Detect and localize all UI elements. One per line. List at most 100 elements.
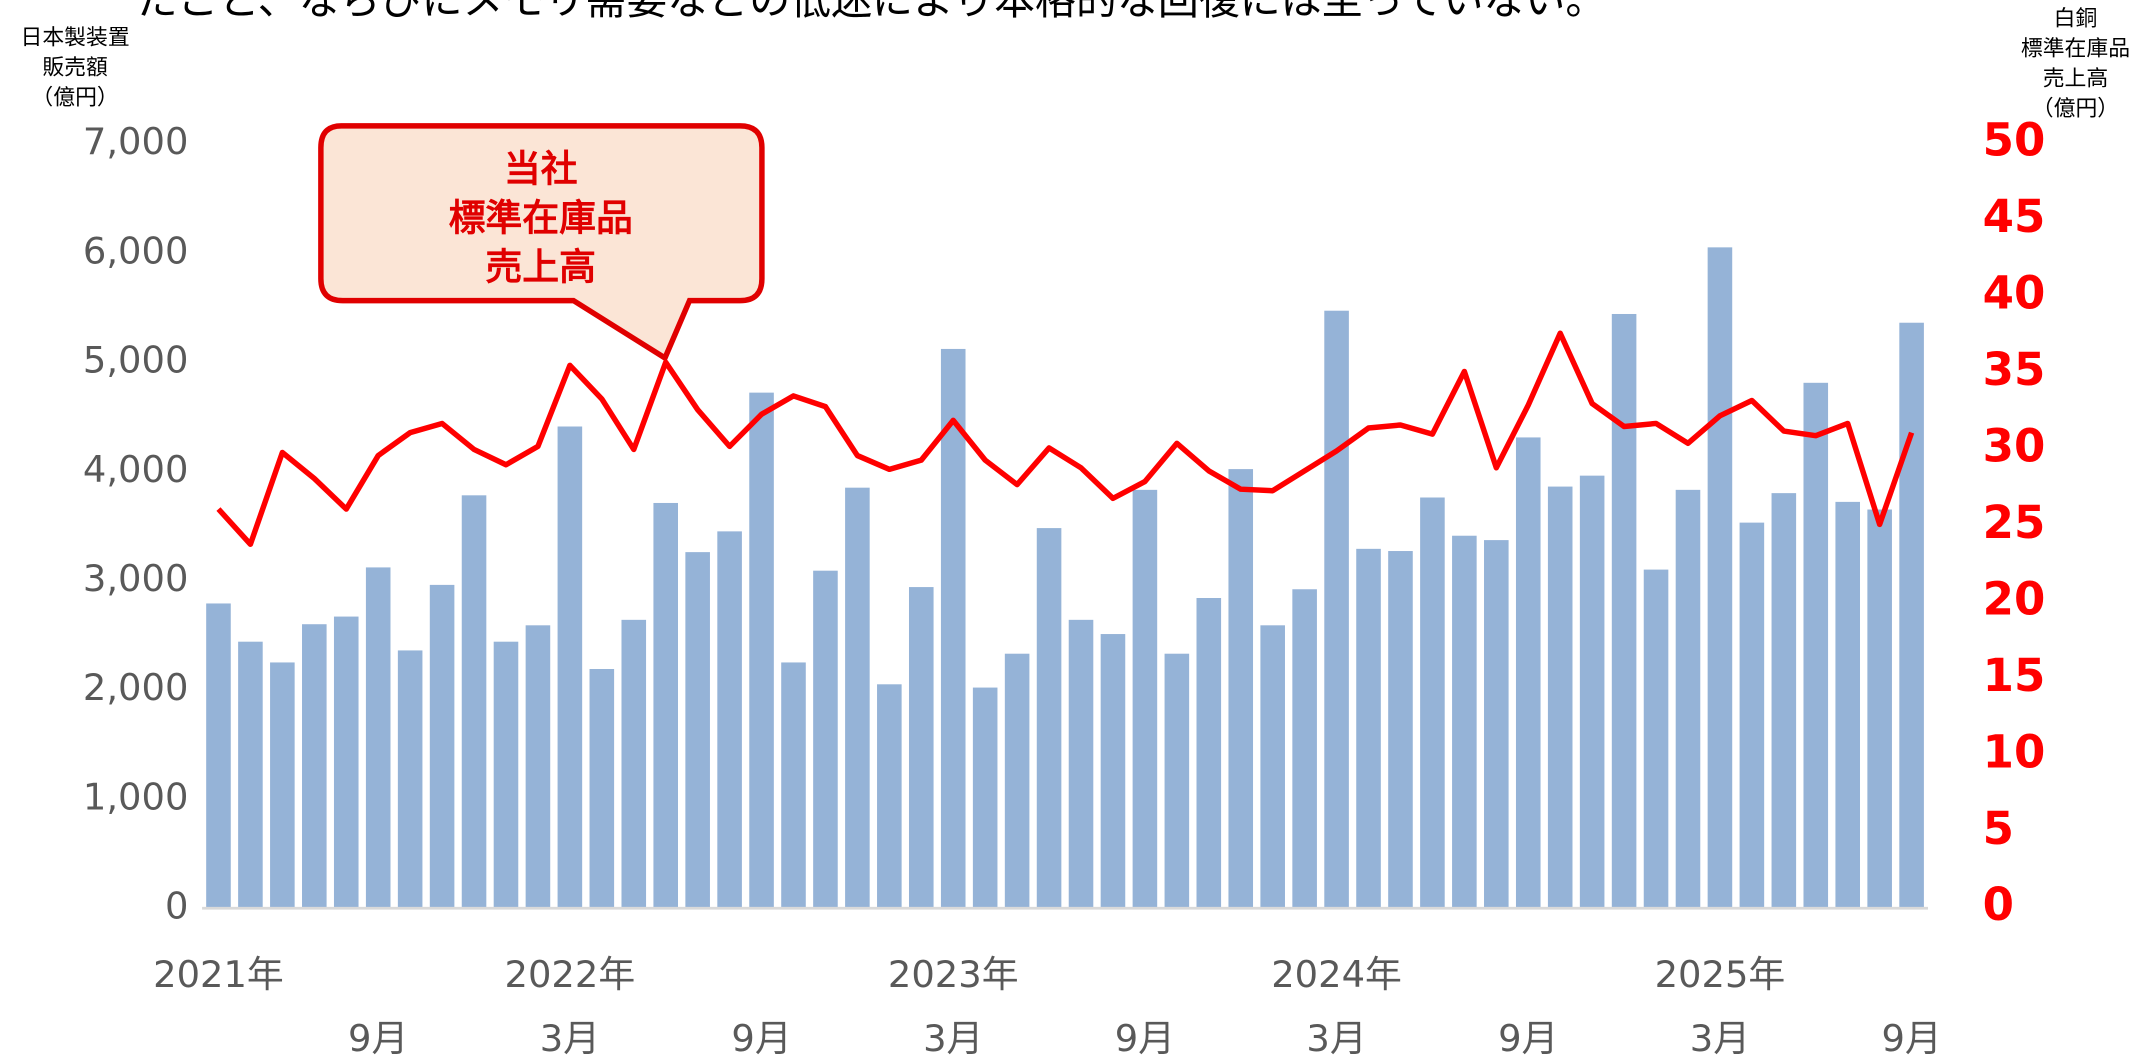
- y-tick-label: 5,000: [83, 339, 189, 382]
- bar: [813, 570, 838, 909]
- y-tick-label: 0: [165, 885, 188, 928]
- y2-tick-label: 15: [1983, 649, 2046, 702]
- y2-tick-label: 40: [1983, 267, 2046, 320]
- y-tick-label: 2,000: [83, 666, 189, 709]
- bar: [365, 567, 391, 909]
- subtitle: たこと、ならびにメモリ需要などの低迷により本格的な回復には至っていない。: [137, 0, 1607, 24]
- bar: [589, 669, 615, 909]
- x-year-label: 2023年: [888, 953, 1019, 996]
- y2-tick-label: 20: [1983, 572, 2046, 625]
- y-axis-label: 日本製装置: [21, 25, 130, 50]
- y-tick-label: 4,000: [83, 448, 189, 491]
- bar: [397, 650, 423, 909]
- bar: [1292, 589, 1317, 909]
- x-year-label: 2024年: [1271, 953, 1402, 996]
- bar: [781, 662, 806, 909]
- bar: [1132, 489, 1158, 909]
- bar: [1260, 625, 1285, 909]
- y2-axis-label: 白銅: [2054, 6, 2098, 31]
- y-tick-label: 3,000: [83, 557, 189, 600]
- bar: [302, 624, 327, 909]
- x-tick-label: 9月: [1498, 1017, 1558, 1060]
- bar: [940, 348, 966, 909]
- bar: [461, 495, 487, 909]
- y2-axis-label: 標準在庫品: [2021, 36, 2130, 61]
- bar: [238, 641, 263, 909]
- x-tick-label: 3月: [540, 1017, 600, 1060]
- bar: [749, 392, 774, 909]
- bar: [1196, 597, 1222, 909]
- annotation: 標準在庫品: [449, 197, 633, 240]
- bar: [1643, 569, 1669, 909]
- bar: [206, 603, 231, 909]
- bar: [1484, 540, 1509, 909]
- bar: [1611, 313, 1637, 909]
- bar: [1420, 497, 1445, 909]
- bar: [972, 687, 998, 909]
- bar: [717, 531, 742, 909]
- bar: [1547, 486, 1573, 909]
- y2-tick-label: 0: [1983, 878, 2014, 931]
- bar: [877, 684, 902, 909]
- bar: [1579, 475, 1605, 909]
- callout-box: [318, 123, 765, 362]
- bar: [1356, 548, 1381, 909]
- x-year-label: 2022年: [505, 953, 636, 996]
- x-tick-label: 9月: [348, 1017, 408, 1060]
- x-tick-label: 9月: [1881, 1017, 1941, 1060]
- y2-axis-label: （億円）: [2032, 96, 2119, 121]
- bar: [1867, 509, 1892, 909]
- bar: [845, 487, 870, 909]
- bar: [685, 552, 710, 909]
- y2-tick-label: 5: [1983, 802, 2014, 855]
- bar: [1068, 619, 1094, 909]
- bar: [493, 641, 519, 909]
- callout: [318, 123, 765, 362]
- bar: [1036, 528, 1062, 909]
- annotation: 当社: [504, 147, 578, 190]
- x-tick-label: 9月: [1115, 1017, 1175, 1060]
- line: [216, 330, 1915, 547]
- y2-tick-label: 45: [1983, 190, 2046, 243]
- bar: [1164, 653, 1190, 909]
- bar: [1771, 493, 1797, 909]
- y-tick-label: 1,000: [83, 775, 189, 818]
- bar: [1803, 382, 1829, 909]
- bar: [1707, 247, 1733, 909]
- y-tick-label: 6,000: [83, 229, 189, 272]
- y2-axis-label: 売上高: [2043, 66, 2109, 91]
- y2-tick-label: 50: [1983, 114, 2046, 167]
- bar: [1452, 535, 1477, 909]
- bar: [1835, 501, 1861, 909]
- bar: [1899, 322, 1924, 909]
- y2-tick-label: 25: [1983, 496, 2046, 549]
- y-axis-label: （億円）: [31, 86, 118, 111]
- x-tick-label: 3月: [923, 1017, 983, 1060]
- x-tick-label: 9月: [731, 1017, 791, 1060]
- annotation: 売上高: [485, 246, 596, 289]
- bar: [1100, 634, 1126, 909]
- bar: [1739, 522, 1765, 909]
- bar: [1004, 653, 1030, 909]
- y2-tick-label: 35: [1983, 343, 2046, 396]
- bar: [621, 619, 647, 909]
- x-tick-label: 3月: [1306, 1017, 1366, 1060]
- y2-tick-label: 30: [1983, 419, 2046, 472]
- bar: [1228, 469, 1254, 909]
- y-axis-label: 販売額: [42, 55, 108, 80]
- bar: [653, 502, 679, 909]
- bar: [557, 426, 583, 909]
- x-tick-label: 3月: [1690, 1017, 1750, 1060]
- bar: [908, 587, 934, 909]
- bar: [270, 662, 295, 909]
- bar: [1675, 489, 1701, 909]
- bar: [1388, 551, 1413, 909]
- y2-tick-label: 10: [1983, 725, 2046, 778]
- bar: [525, 625, 551, 909]
- bar: [429, 584, 455, 909]
- y-tick-label: 7,000: [83, 120, 189, 163]
- bar: [1515, 437, 1541, 909]
- bar: [333, 616, 359, 909]
- bar: [1324, 310, 1349, 909]
